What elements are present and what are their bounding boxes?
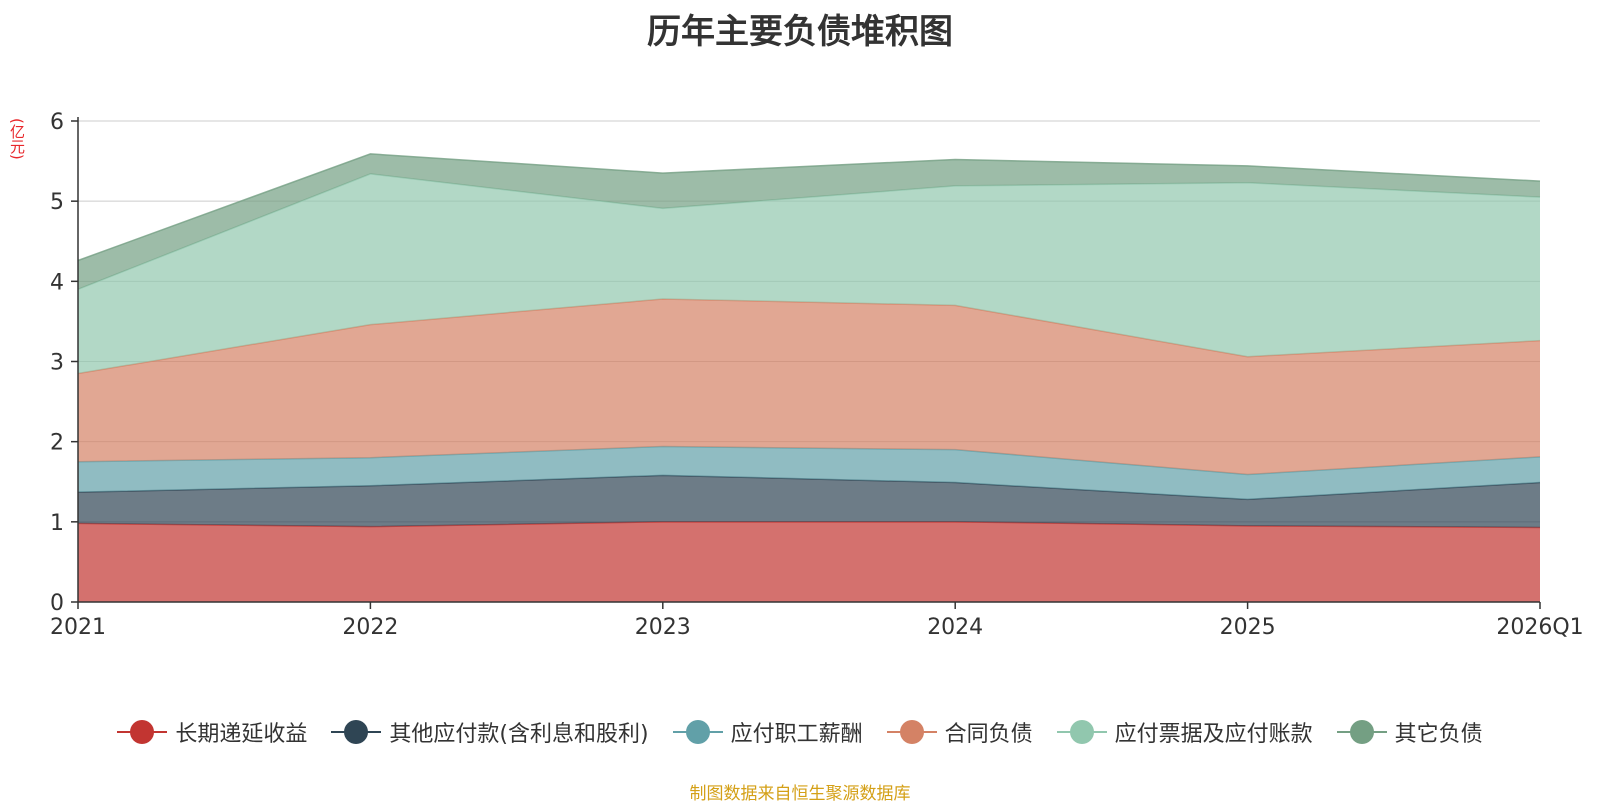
- y-tick-label-0: 0: [50, 591, 64, 616]
- area-series-5: [78, 153, 1540, 290]
- legend-label: 应付职工薪酬: [730, 722, 863, 747]
- area-series-4: [78, 173, 1540, 374]
- area-series: [77, 153, 1541, 602]
- x-tick-label-3: 2024: [927, 615, 983, 640]
- legend-item-1[interactable]: 其他应付款(含利息和股利): [331, 716, 649, 748]
- x-tick-label-5: 2026Q1: [1496, 615, 1583, 640]
- legend-label: 长期递延收益: [175, 722, 308, 747]
- legend-label: 其他应付款(含利息和股利): [389, 722, 649, 747]
- x-tick-label-0: 2021: [50, 615, 106, 640]
- y-tick-label-6: 6: [50, 110, 64, 135]
- legend-item-4[interactable]: 应付票据及应付账款: [1056, 716, 1313, 748]
- y-axis-unit-label: (亿元): [8, 118, 26, 160]
- legend-marker-icon: [1336, 720, 1387, 744]
- legend-marker-icon: [886, 720, 937, 744]
- x-tick-label-1: 2022: [342, 615, 398, 640]
- legend-item-5[interactable]: 其它负债: [1336, 716, 1483, 748]
- y-tick-label-5: 5: [50, 190, 64, 215]
- y-tick-label-3: 3: [50, 351, 64, 376]
- area-line-series-5: [77, 153, 1541, 262]
- legend-marker-icon: [331, 720, 382, 744]
- legend-item-0[interactable]: 长期递延收益: [117, 716, 307, 748]
- y-tick-label-4: 4: [50, 270, 64, 295]
- x-tick-label-2: 2023: [635, 615, 691, 640]
- legend-marker-icon: [1056, 720, 1107, 744]
- area-series-3: [78, 298, 1540, 475]
- legend-label: 合同负债: [944, 722, 1033, 747]
- area-series-2: [78, 446, 1540, 500]
- legend-item-3[interactable]: 合同负债: [886, 716, 1033, 748]
- area-series-0: [78, 521, 1540, 602]
- legend-marker-icon: [117, 720, 168, 744]
- x-tick-label-4: 2025: [1220, 615, 1276, 640]
- chart-title: 历年主要负债堆积图: [647, 12, 953, 52]
- axes: 0 1 2 3 4 5 6 2021 2022 2023 2024 2025 2026Q1: [50, 110, 1584, 640]
- legend-label: 其它负债: [1394, 722, 1483, 747]
- y-tick-label-2: 2: [50, 431, 64, 456]
- legend-marker-icon: [672, 720, 723, 744]
- legend: 长期递延收益 其他应付款(含利息和股利) 应付职工薪酬 合同负债 应付票据及应付账款 其它…: [0, 716, 1600, 748]
- source-note: 制图数据来自恒生聚源数据库: [689, 784, 911, 804]
- legend-label: 应付票据及应付账款: [1114, 722, 1313, 747]
- legend-item-2[interactable]: 应付职工薪酬: [672, 716, 863, 748]
- y-tick-label-1: 1: [50, 511, 64, 536]
- area-series-1: [78, 475, 1540, 528]
